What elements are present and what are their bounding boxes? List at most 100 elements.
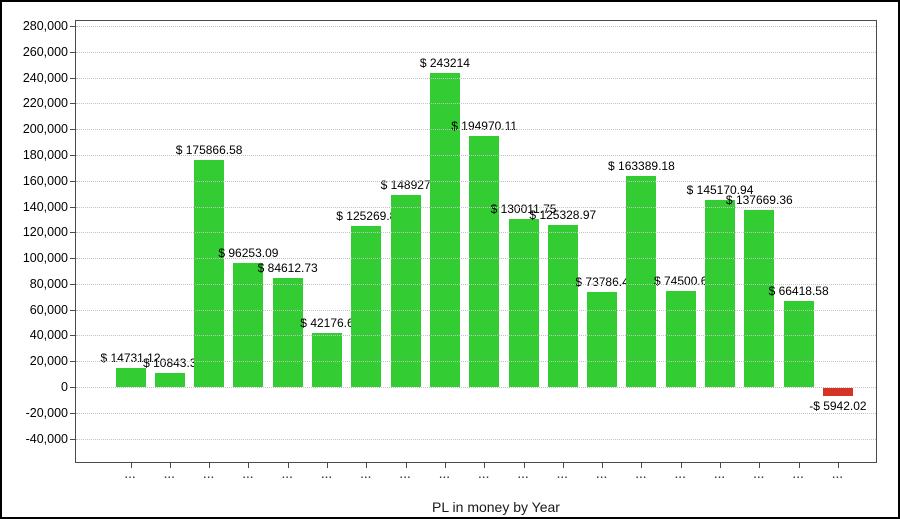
y-axis-tick (70, 335, 75, 337)
bar (744, 209, 775, 388)
bar (312, 332, 342, 388)
x-axis-category-label: ... (832, 470, 844, 481)
bar (233, 262, 264, 388)
gridline (76, 154, 876, 156)
gridline (76, 309, 876, 311)
gridline (76, 258, 876, 260)
bar-value-label: $ 194970.11 (451, 118, 518, 133)
bar (115, 368, 146, 388)
x-axis-category-label: ... (557, 470, 569, 481)
y-axis-tick (70, 26, 75, 28)
x-axis-tick (248, 463, 250, 468)
y-axis-tick (70, 361, 75, 363)
bar (783, 301, 814, 388)
y-axis-tick (70, 412, 75, 414)
bar-value-label: $ 73786.4 (575, 274, 629, 289)
x-axis-category-label: ... (753, 470, 765, 481)
gridline (76, 77, 876, 79)
bar (822, 388, 853, 396)
y-axis-tick-label: 100,000 (22, 251, 68, 266)
bar-value-label: $ 125328.97 (529, 208, 597, 223)
y-axis-tick (70, 206, 75, 208)
x-axis-category-label: ... (596, 470, 608, 481)
bar (469, 135, 500, 388)
y-axis-tick-label: 40,000 (29, 328, 68, 343)
x-axis-category-label: ... (399, 470, 412, 481)
bar (272, 277, 303, 388)
x-axis-category-label: ... (321, 470, 333, 481)
x-axis-category-label: ... (242, 470, 255, 481)
gridline (76, 232, 876, 234)
y-axis-tick (70, 387, 75, 389)
y-axis-tick-label: 20,000 (29, 354, 68, 369)
gridline (76, 283, 876, 285)
x-axis-category-label: ... (714, 470, 726, 481)
y-axis-tick (70, 258, 75, 260)
bar-value-label: $ 42176.6 (300, 315, 354, 330)
y-axis-tick-label: 80,000 (29, 276, 68, 291)
bar-value-label: $ 66418.58 (768, 284, 829, 299)
bar (429, 73, 460, 388)
x-axis-tick (327, 463, 328, 468)
x-axis-tick (837, 463, 839, 468)
axis-title: PL in money by Year (432, 499, 560, 515)
y-axis-tick (70, 180, 75, 182)
bar (194, 160, 225, 388)
x-axis-category-label: ... (635, 470, 648, 481)
gridline (76, 387, 876, 389)
x-axis-tick (405, 463, 407, 468)
y-axis-tick (70, 232, 75, 234)
y-axis-tick-label: 160,000 (22, 173, 68, 188)
gridline (76, 361, 876, 363)
gridline (76, 180, 876, 182)
x-axis-tick (680, 463, 682, 468)
bar-value-label: $ 243214 (419, 56, 470, 71)
x-axis-tick (602, 463, 604, 468)
gridline (76, 335, 876, 337)
x-axis-tick (366, 463, 368, 468)
x-axis-category-label: ... (792, 470, 805, 481)
gridline (76, 103, 876, 105)
y-axis-tick (70, 309, 75, 311)
y-axis-tick (70, 77, 75, 79)
x-axis-tick (130, 463, 132, 468)
bar (154, 373, 185, 388)
y-axis-tick (70, 438, 75, 440)
bar (390, 195, 421, 388)
x-axis-category-label: ... (478, 470, 490, 481)
x-axis-category-label: ... (517, 470, 530, 481)
y-axis-tick-label: 140,000 (22, 199, 68, 214)
y-axis-tick-label: 0 (61, 380, 68, 395)
y-axis-tick (70, 129, 75, 131)
y-axis-tick-label: -40,000 (25, 431, 68, 446)
x-axis-category-label: ... (360, 470, 372, 481)
bar-value-label: $ 163389.18 (608, 159, 675, 174)
bar (626, 176, 657, 388)
x-axis-category-label: ... (164, 470, 176, 481)
x-axis-tick (562, 463, 564, 468)
x-axis-tick (798, 463, 800, 468)
bar-value-label: $ 10843.3 (143, 356, 197, 371)
gridline (76, 129, 876, 131)
x-axis-category-label: ... (124, 470, 137, 481)
bar-value-label: $ 84612.73 (257, 260, 318, 275)
y-axis-tick (70, 283, 75, 285)
x-axis-category-label: ... (439, 470, 451, 481)
y-axis-tick-label: 180,000 (22, 147, 68, 162)
x-axis-tick (209, 463, 211, 468)
x-axis-tick (169, 463, 171, 468)
y-axis-tick (70, 103, 75, 105)
y-axis-tick-label: 280,000 (22, 19, 68, 34)
bar-value-label: $ 96253.09 (218, 245, 279, 260)
x-axis-tick (759, 463, 761, 468)
bar-value-label: $ 175866.58 (175, 143, 243, 158)
x-axis-tick (523, 463, 525, 468)
x-axis-tick (444, 463, 446, 468)
gridline (76, 412, 876, 414)
y-axis-tick-label: 240,000 (22, 70, 68, 85)
y-axis-tick (70, 51, 75, 53)
y-axis-tick (70, 154, 75, 156)
bar (547, 225, 578, 388)
y-axis-tick-label: 60,000 (29, 302, 68, 317)
